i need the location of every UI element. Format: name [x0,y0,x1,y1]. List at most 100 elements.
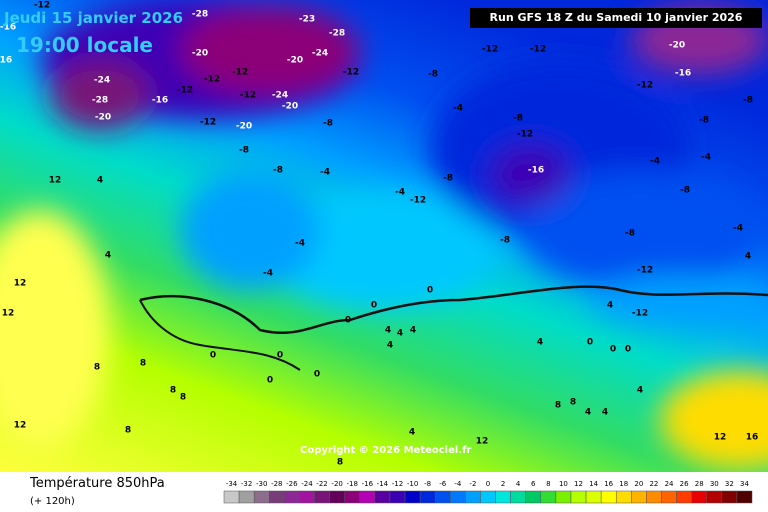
forecast-date: Jeudi 15 janvier 2026 [3,9,183,27]
temperature-label: 8 [125,426,131,436]
scale-tick-label: 2 [501,480,505,488]
scale-tick-label: -34 [226,480,238,488]
temperature-label: 0 [345,316,351,326]
temperature-label: -12 [482,45,498,55]
scale-swatch [480,490,496,504]
run-banner [470,8,762,28]
temperature-label: 16 [746,433,759,443]
temperature-label: 4 [637,386,643,396]
scale-swatch [525,490,542,504]
temperature-label: 0 [277,351,283,361]
scale-swatch [661,490,677,504]
temperature-label: -24 [272,91,288,101]
scale-tick-label: -10 [407,480,418,488]
scale-swatch [299,490,315,504]
temperature-label: -4 [701,153,711,163]
scale-swatch [495,490,511,504]
scale-tick-label: -6 [439,480,447,488]
legend-subtitle: (+ 120h) [30,496,75,507]
scale-swatch [646,490,662,504]
temperature-label: 0 [314,370,320,380]
temperature-label: 12 [14,421,27,431]
temperature-label: -8 [443,174,453,184]
scale-tick-label: -2 [469,480,476,488]
temperature-label: -12 [177,86,193,96]
temperature-label: 4 [397,329,403,339]
scale-tick-label: -26 [286,480,298,488]
temperature-label: -20 [282,102,298,112]
temperature-label: 0 [267,376,273,386]
scale-swatch [419,490,436,504]
temperature-label: -8 [680,186,690,196]
temperature-label: 12 [49,176,62,186]
temperature-label: -8 [500,236,510,246]
scale-tick-label: 32 [725,480,734,488]
scale-tick-label: 34 [740,480,749,488]
scale-swatch [676,490,692,504]
scale-tick-label: 20 [634,480,643,488]
scale-tick-label: -32 [241,480,252,488]
temperature-label: -16 [528,166,544,176]
temperature-label: 8 [555,401,561,411]
temperature-label: -12 [517,130,533,140]
temperature-label: 4 [585,408,591,418]
scale-swatch [238,490,255,504]
scale-swatch [359,490,376,504]
temperature-label: -12 [410,196,426,206]
temperature-label: -20 [669,41,685,51]
scale-tick-label: 4 [516,480,521,488]
temperature-label: 4 [97,176,103,186]
temperature-label: -12 [343,68,359,78]
temperature-label: 4 [387,341,393,351]
scale-swatch [585,490,602,504]
temperature-label: -16 [152,96,168,106]
temperature-label: 0 [610,345,616,355]
scale-swatch [344,490,361,504]
scale-tick-label: 8 [546,480,550,488]
temperature-label: -8 [699,116,709,126]
temperature-label: -20 [192,49,208,59]
temperature-label: -12 [34,1,50,11]
scale-tick-label: 18 [619,480,628,488]
temperature-label: -4 [295,239,305,249]
scale-swatch [434,490,451,504]
scale-swatch [404,490,421,504]
temperature-label: 0 [625,345,631,355]
scale-swatch [706,490,723,504]
temperature-label: -8 [625,229,635,239]
temperature-label: -12 [200,118,216,128]
temperature-label: -12 [632,309,648,319]
temperature-label: 4 [745,252,751,262]
temperature-label: 4 [537,338,543,348]
scale-tick-label: -16 [362,480,374,488]
scale-swatch [736,490,753,504]
scale-swatch [374,490,391,504]
temperature-label: 4 [409,428,415,438]
temperature-label: -24 [312,49,328,59]
temperature-label: -12 [240,91,256,101]
scale-swatch [510,490,526,504]
temperature-label: 8 [180,393,186,403]
temperature-label: 8 [170,386,176,396]
scale-tick-label: -18 [347,480,358,488]
scale-swatch [540,490,557,504]
temperature-label: -16 [0,23,16,33]
scale-tick-label: 0 [486,480,490,488]
scale-swatch [223,490,240,504]
temperature-label: -16 [675,69,691,79]
scale-swatch [615,490,632,504]
scale-swatch [253,490,270,504]
temperature-label: -8 [428,70,438,80]
temperature-label: -12 [530,45,546,55]
scale-swatch [465,490,481,504]
copyright: Copyright © 2026 Meteociel.fr [300,445,471,456]
scale-tick-label: -12 [392,480,403,488]
temperature-label: 4 [602,408,608,418]
scale-tick-label: 28 [695,480,704,488]
temperature-label: -12 [232,68,248,78]
temperature-label: -23 [299,15,315,25]
temperature-label: -8 [239,146,249,156]
temperature-label: 8 [140,359,146,369]
temperature-label: -8 [743,96,753,106]
temperature-label: 8 [94,363,100,373]
